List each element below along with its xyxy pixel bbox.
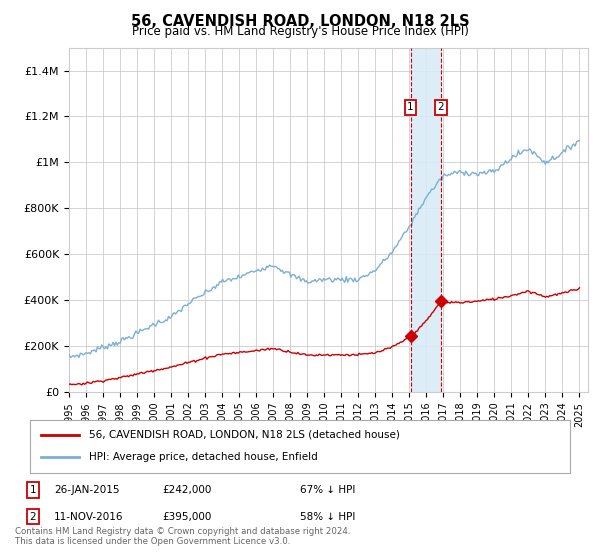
Text: 11-NOV-2016: 11-NOV-2016 bbox=[54, 512, 124, 522]
Text: 58% ↓ HPI: 58% ↓ HPI bbox=[300, 512, 355, 522]
Text: 2: 2 bbox=[437, 102, 444, 113]
Text: Contains HM Land Registry data © Crown copyright and database right 2024.
This d: Contains HM Land Registry data © Crown c… bbox=[15, 526, 350, 546]
Text: 67% ↓ HPI: 67% ↓ HPI bbox=[300, 485, 355, 495]
Text: HPI: Average price, detached house, Enfield: HPI: Average price, detached house, Enfi… bbox=[89, 452, 318, 462]
Text: 1: 1 bbox=[29, 485, 37, 495]
Text: £395,000: £395,000 bbox=[162, 512, 211, 522]
Text: 26-JAN-2015: 26-JAN-2015 bbox=[54, 485, 119, 495]
Text: 56, CAVENDISH ROAD, LONDON, N18 2LS: 56, CAVENDISH ROAD, LONDON, N18 2LS bbox=[131, 14, 469, 29]
Text: 56, CAVENDISH ROAD, LONDON, N18 2LS (detached house): 56, CAVENDISH ROAD, LONDON, N18 2LS (det… bbox=[89, 430, 400, 440]
Text: 1: 1 bbox=[407, 102, 414, 113]
Bar bbox=[410, 48, 441, 392]
Text: Price paid vs. HM Land Registry's House Price Index (HPI): Price paid vs. HM Land Registry's House … bbox=[131, 25, 469, 38]
Text: 2: 2 bbox=[29, 512, 37, 522]
Text: £242,000: £242,000 bbox=[162, 485, 211, 495]
